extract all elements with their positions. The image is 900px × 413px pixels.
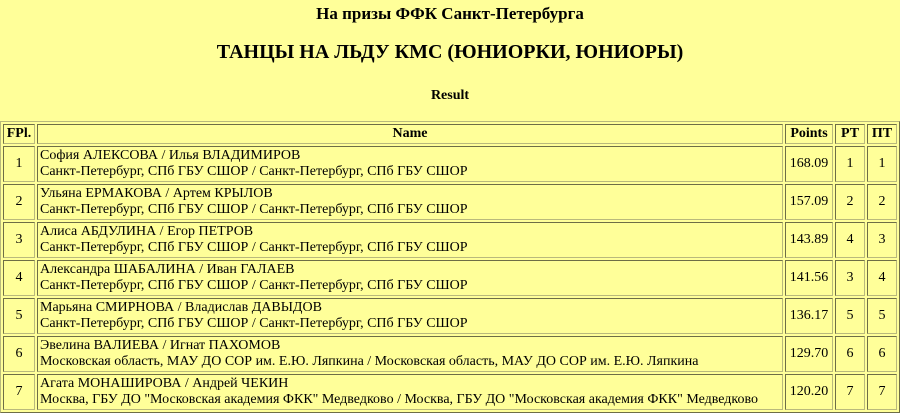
table-row: 4 Александра ШАБАЛИНА / Иван ГАЛАЕВ Санк… — [3, 260, 897, 296]
skater-clubs: Санкт-Петербург, СПб ГБУ СШОР / Санкт-Пе… — [40, 316, 468, 331]
skater-clubs: Москва, ГБУ ДО "Московская академия ФКК"… — [40, 392, 759, 407]
skater-names: Марьяна СМИРНОВА / Владислав ДАВЫДОВ — [40, 300, 322, 315]
cell-points: 120.20 — [785, 374, 833, 410]
cell-free-dance-rank: 7 — [867, 374, 897, 410]
header-pt: ПТ — [867, 124, 897, 144]
cell-free-dance-rank: 6 — [867, 336, 897, 372]
skater-clubs: Санкт-Петербург, СПб ГБУ СШОР / Санкт-Пе… — [40, 278, 468, 293]
skater-names: София АЛЕКСОВА / Илья ВЛАДИМИРОВ — [40, 148, 301, 163]
header-name: Name — [37, 124, 783, 144]
cell-name: Эвелина ВАЛИЕВА / Игнат ПАХОМОВ Московск… — [37, 336, 783, 372]
table-row: 5 Марьяна СМИРНОВА / Владислав ДАВЫДОВ С… — [3, 298, 897, 334]
cell-name: София АЛЕКСОВА / Илья ВЛАДИМИРОВ Санкт-П… — [37, 146, 783, 182]
cell-free-dance-rank: 2 — [867, 184, 897, 220]
page-title: На призы ФФК Санкт-Петербурга — [316, 4, 584, 23]
event-title: ТАНЦЫ НА ЛЬДУ КМС (ЮНИОРКИ, ЮНИОРЫ) — [216, 41, 684, 63]
header-row: FPl. Name Points РТ ПТ — [3, 124, 897, 144]
cell-name: Александра ШАБАЛИНА / Иван ГАЛАЕВ Санкт-… — [37, 260, 783, 296]
skater-names: Эвелина ВАЛИЕВА / Игнат ПАХОМОВ — [40, 338, 281, 353]
result-section-label: Result — [430, 88, 470, 103]
cell-rhythm-dance-rank: 3 — [835, 260, 865, 296]
header-rt: РТ — [835, 124, 865, 144]
cell-rhythm-dance-rank: 5 — [835, 298, 865, 334]
cell-points: 157.09 — [785, 184, 833, 220]
cell-free-dance-rank: 4 — [867, 260, 897, 296]
cell-points: 136.17 — [785, 298, 833, 334]
table-row: 1 София АЛЕКСОВА / Илья ВЛАДИМИРОВ Санкт… — [3, 146, 897, 182]
cell-free-dance-rank: 1 — [867, 146, 897, 182]
cell-points: 168.09 — [785, 146, 833, 182]
cell-rhythm-dance-rank: 4 — [835, 222, 865, 258]
header-fpl: FPl. — [3, 124, 35, 144]
skater-clubs: Санкт-Петербург, СПб ГБУ СШОР / Санкт-Пе… — [40, 240, 468, 255]
cell-points: 141.56 — [785, 260, 833, 296]
cell-name: Агата МОНАШИРОВА / Андрей ЧЕКИН Москва, … — [37, 374, 783, 410]
cell-name: Ульяна ЕРМАКОВА / Артем КРЫЛОВ Санкт-Пет… — [37, 184, 783, 220]
cell-final-place: 7 — [3, 374, 35, 410]
header-points: Points — [785, 124, 833, 144]
results-tbody: 1 София АЛЕКСОВА / Илья ВЛАДИМИРОВ Санкт… — [3, 146, 897, 410]
skater-clubs: Московская область, МАУ ДО СОР им. Е.Ю. … — [40, 354, 699, 369]
skater-names: Агата МОНАШИРОВА / Андрей ЧЕКИН — [40, 376, 289, 391]
cell-final-place: 3 — [3, 222, 35, 258]
cell-free-dance-rank: 3 — [867, 222, 897, 258]
cell-rhythm-dance-rank: 2 — [835, 184, 865, 220]
skater-names: Александра ШАБАЛИНА / Иван ГАЛАЕВ — [40, 262, 295, 277]
skater-names: Алиса АБДУЛИНА / Егор ПЕТРОВ — [40, 224, 254, 239]
cell-rhythm-dance-rank: 7 — [835, 374, 865, 410]
cell-rhythm-dance-rank: 1 — [835, 146, 865, 182]
skater-clubs: Санкт-Петербург, СПб ГБУ СШОР / Санкт-Пе… — [40, 164, 468, 179]
cell-final-place: 5 — [3, 298, 35, 334]
cell-rhythm-dance-rank: 6 — [835, 336, 865, 372]
cell-points: 129.70 — [785, 336, 833, 372]
cell-final-place: 6 — [3, 336, 35, 372]
cell-points: 143.89 — [785, 222, 833, 258]
cell-final-place: 1 — [3, 146, 35, 182]
cell-name: Марьяна СМИРНОВА / Владислав ДАВЫДОВ Сан… — [37, 298, 783, 334]
table-row: 7 Агата МОНАШИРОВА / Андрей ЧЕКИН Москва… — [3, 374, 897, 410]
cell-final-place: 2 — [3, 184, 35, 220]
results-table: FPl. Name Points РТ ПТ 1 София АЛЕКСОВА … — [0, 121, 900, 413]
table-row: 2 Ульяна ЕРМАКОВА / Артем КРЫЛОВ Санкт-П… — [3, 184, 897, 220]
skater-names: Ульяна ЕРМАКОВА / Артем КРЫЛОВ — [40, 186, 273, 201]
table-row: 3 Алиса АБДУЛИНА / Егор ПЕТРОВ Санкт-Пет… — [3, 222, 897, 258]
table-row: 6 Эвелина ВАЛИЕВА / Игнат ПАХОМОВ Москов… — [3, 336, 897, 372]
cell-name: Алиса АБДУЛИНА / Егор ПЕТРОВ Санкт-Петер… — [37, 222, 783, 258]
cell-final-place: 4 — [3, 260, 35, 296]
cell-free-dance-rank: 5 — [867, 298, 897, 334]
skater-clubs: Санкт-Петербург, СПб ГБУ СШОР / Санкт-Пе… — [40, 202, 468, 217]
